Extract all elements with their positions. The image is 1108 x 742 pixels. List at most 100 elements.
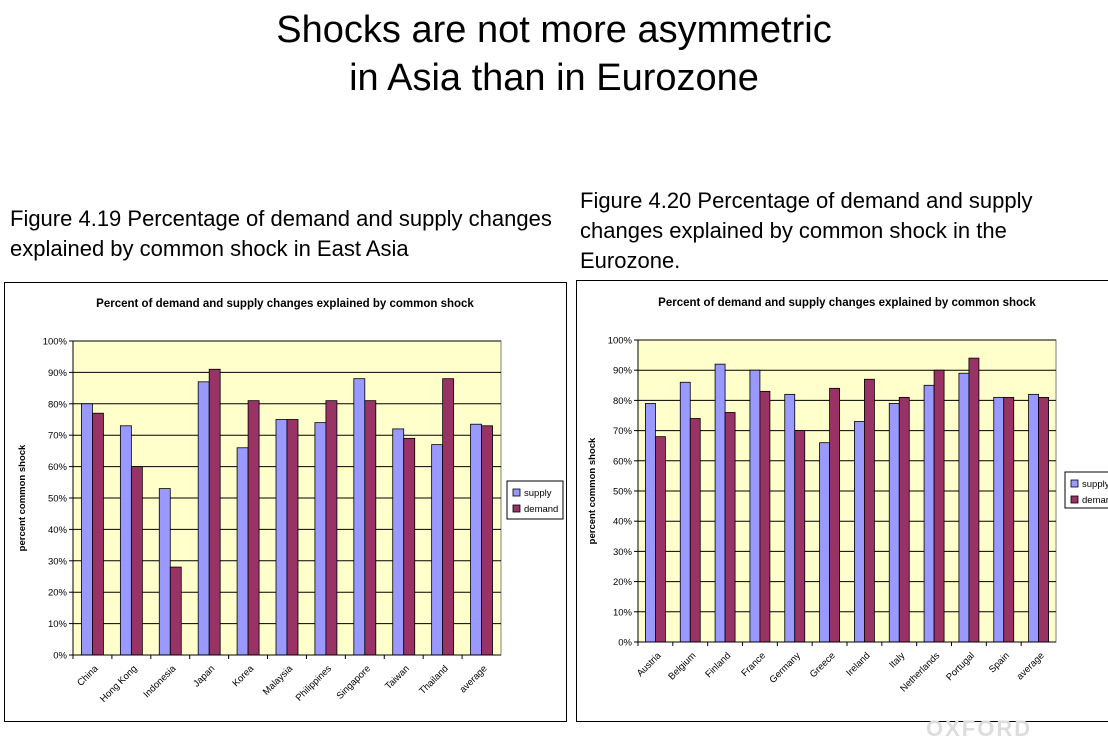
bar-supply-average bbox=[470, 423, 482, 656]
x-tick-label: Belgium bbox=[666, 650, 698, 682]
bar-demand-germany bbox=[794, 430, 806, 643]
bar-demand-finland bbox=[724, 412, 736, 643]
figure-caption-eurozone: Figure 4.20 Percentage of demand and sup… bbox=[580, 188, 1033, 273]
y-tick-label: 80% bbox=[48, 399, 68, 410]
bar-demand-spain bbox=[1003, 396, 1015, 643]
y-tick-label: 30% bbox=[48, 556, 68, 567]
bar-demand-japan bbox=[208, 368, 221, 656]
bar-demand-singapore bbox=[364, 400, 377, 656]
y-tick-label: 0% bbox=[618, 638, 632, 649]
bar-demand-austria bbox=[655, 436, 666, 643]
bar-demand-philippines bbox=[325, 400, 338, 656]
y-tick-label: 100% bbox=[43, 337, 68, 348]
bar-supply-france bbox=[749, 369, 761, 643]
y-tick-label: 0% bbox=[53, 651, 67, 662]
bar-supply-indonesia bbox=[158, 488, 171, 656]
y-tick-label: 90% bbox=[48, 368, 68, 379]
bar-supply-china bbox=[81, 403, 93, 656]
y-axis-label: percent common shock bbox=[17, 444, 28, 551]
chart-east-asia: Percent of demand and supply changes exp… bbox=[17, 298, 564, 705]
legend-label-supply: supply bbox=[1082, 479, 1108, 490]
legend-swatch-supply bbox=[512, 488, 521, 497]
x-tick-label: Spain bbox=[987, 650, 1012, 675]
legend-label-supply: supply bbox=[524, 488, 552, 499]
y-tick-label: 30% bbox=[613, 547, 633, 558]
legend-box bbox=[506, 480, 564, 520]
x-tick-label: Germany bbox=[767, 650, 803, 686]
x-tick-label: France bbox=[739, 650, 768, 679]
bar-supply-hong-kong bbox=[119, 425, 132, 656]
bar-demand-thailand bbox=[442, 378, 455, 656]
legend-swatch-demand bbox=[1070, 495, 1079, 504]
bar-supply-greece bbox=[819, 442, 830, 643]
bar-supply-belgium bbox=[679, 381, 691, 643]
bar-demand-portugal bbox=[968, 357, 980, 643]
chart-panel-eurozone: Percent of demand and supply changes exp… bbox=[576, 280, 1108, 722]
y-tick-label: 40% bbox=[48, 525, 68, 536]
legend-label-demand: demand bbox=[1082, 495, 1108, 506]
x-tick-label: Indonesia bbox=[141, 663, 178, 700]
bar-supply-finland bbox=[714, 363, 726, 643]
bar-supply-malaysia bbox=[275, 419, 288, 656]
y-tick-label: 90% bbox=[613, 366, 633, 377]
bar-demand-indonesia bbox=[169, 566, 182, 656]
bar-demand-korea bbox=[247, 400, 260, 656]
x-tick-label: Italy bbox=[887, 650, 907, 670]
y-tick-label: 70% bbox=[613, 426, 633, 437]
bar-supply-korea bbox=[236, 447, 249, 656]
y-axis-label: percent common shock bbox=[587, 437, 598, 544]
x-tick-label: Japan bbox=[191, 663, 217, 689]
bar-supply-austria bbox=[645, 403, 656, 643]
bar-supply-ireland bbox=[854, 421, 865, 643]
y-tick-label: 60% bbox=[613, 456, 633, 467]
publisher-logo-watermark: OXFORD bbox=[926, 716, 1033, 741]
bar-demand-hong-kong bbox=[130, 466, 143, 656]
bar-demand-greece bbox=[829, 387, 840, 643]
bar-demand-italy bbox=[898, 396, 910, 643]
bar-supply-average bbox=[1028, 393, 1039, 643]
x-tick-label: Taiwan bbox=[383, 663, 412, 692]
x-tick-label: Korea bbox=[231, 663, 257, 689]
bar-demand-average bbox=[481, 425, 493, 656]
bar-supply-spain bbox=[993, 396, 1005, 643]
slide-title-line-1: Shocks are not more asymmetric bbox=[276, 9, 832, 51]
bar-supply-germany bbox=[784, 393, 796, 643]
bar-demand-netherlands bbox=[933, 369, 945, 643]
x-tick-label: Thailand bbox=[417, 663, 451, 697]
bar-demand-belgium bbox=[689, 418, 701, 643]
y-tick-label: 10% bbox=[613, 607, 633, 618]
x-tick-label: average bbox=[1015, 650, 1047, 682]
chart-title: Percent of demand and supply changes exp… bbox=[658, 297, 1036, 309]
x-tick-label: Finland bbox=[703, 650, 733, 680]
slide-title-line-2: in Asia than in Eurozone bbox=[349, 57, 759, 99]
x-tick-label: Singapore bbox=[335, 663, 373, 701]
bar-supply-netherlands bbox=[923, 384, 935, 643]
x-tick-label: Ireland bbox=[844, 650, 872, 678]
x-tick-label: China bbox=[75, 663, 101, 689]
bar-supply-japan bbox=[197, 381, 210, 656]
bar-demand-taiwan bbox=[403, 437, 416, 656]
legend-swatch-demand bbox=[512, 504, 521, 513]
y-tick-label: 20% bbox=[613, 577, 633, 588]
chart-title: Percent of demand and supply changes exp… bbox=[96, 298, 474, 310]
legend-label-demand: demand bbox=[524, 504, 558, 515]
bar-demand-france bbox=[759, 390, 771, 643]
x-tick-label: Hong Kong bbox=[98, 663, 139, 704]
y-tick-label: 50% bbox=[48, 494, 68, 505]
bar-demand-china bbox=[92, 412, 104, 656]
bar-supply-singapore bbox=[353, 378, 366, 656]
x-tick-label: Portugal bbox=[944, 650, 977, 683]
bar-demand-average bbox=[1038, 396, 1049, 643]
y-tick-label: 80% bbox=[613, 396, 633, 407]
y-tick-label: 70% bbox=[48, 431, 68, 442]
bar-supply-taiwan bbox=[392, 428, 405, 656]
bar-supply-italy bbox=[888, 403, 900, 643]
x-tick-label: Philippines bbox=[294, 663, 334, 703]
bar-demand-malaysia bbox=[286, 419, 299, 656]
bar-supply-portugal bbox=[958, 372, 970, 643]
slide-title: Shocks are not more asymmetric in Asia t… bbox=[0, 6, 1108, 102]
x-tick-label: Austria bbox=[635, 650, 664, 679]
bar-supply-philippines bbox=[314, 422, 327, 656]
y-tick-label: 60% bbox=[48, 462, 68, 473]
bar-supply-thailand bbox=[431, 444, 444, 656]
